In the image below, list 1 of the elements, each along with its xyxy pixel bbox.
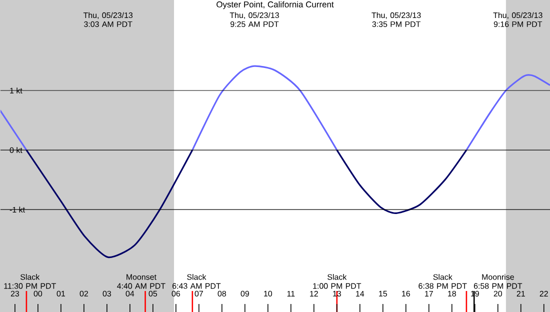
chart-title: Oyster Point, California Current xyxy=(216,1,334,10)
